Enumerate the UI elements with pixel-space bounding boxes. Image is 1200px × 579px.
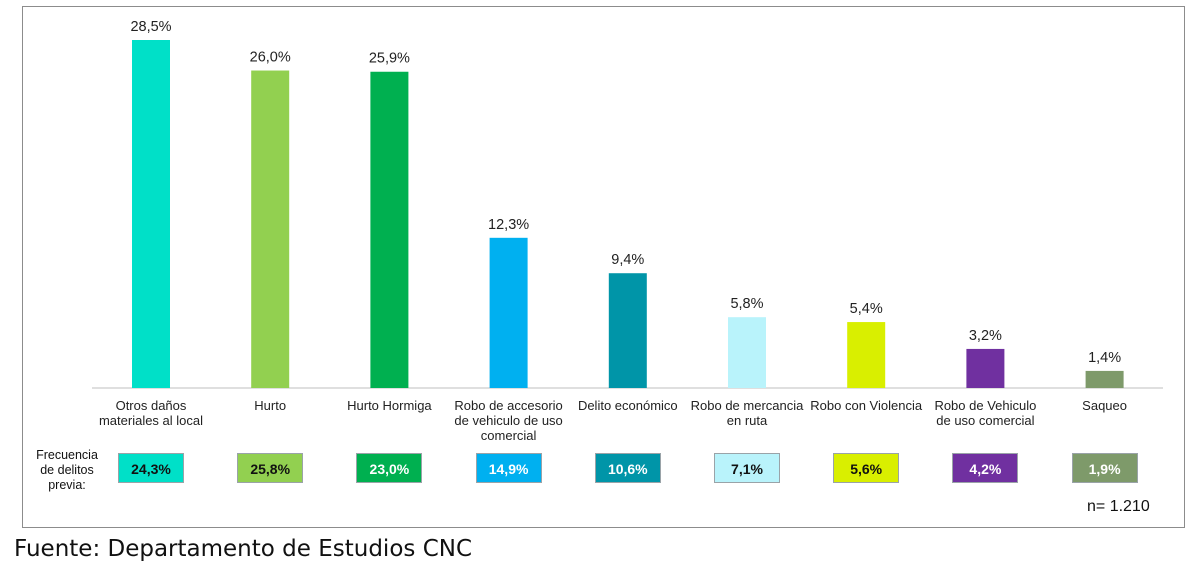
bar [251,70,290,389]
previous-frequency-box: 24,3% [118,453,184,483]
category-label: Robo de Vehiculo de uso comercial [934,398,1036,428]
category-label: Delito económico [578,398,678,413]
previous-frequency-label-line: previa: [48,478,86,492]
previous-frequency-box: 23,0% [356,453,423,483]
data-label: 5,8% [730,296,763,312]
data-label: 28,5% [130,19,171,35]
previous-frequency-box: 1,9% [1071,453,1138,483]
category-label: Hurto Hormiga [347,398,432,413]
bar [728,317,766,388]
previous-frequency-box: 14,9% [475,453,542,483]
sample-size: n= 1.210 [1087,498,1150,515]
previous-frequency-box: 10,6% [594,453,661,483]
category-label: Saqueo [1082,398,1127,413]
bar [1085,370,1124,388]
data-label: 5,4% [850,301,883,317]
bar [847,322,886,388]
previous-frequency-label: Frecuencia de delitos previa: [32,448,102,493]
chart-frame [22,6,1185,528]
bar [370,71,409,388]
previous-frequency-box: 25,8% [237,453,304,483]
previous-frequency-label-line: Frecuencia [36,448,98,462]
data-label: 1,4% [1088,350,1121,366]
data-label: 25,9% [369,51,410,67]
source-note: Fuente: Departamento de Estudios CNC [14,536,473,562]
category-label: Robo con Violencia [810,398,923,413]
data-label: 9,4% [611,252,644,268]
category-label: Robo de accesorio de vehiculo de uso comer… [454,398,562,443]
bar [966,348,1005,388]
category-label: Hurto [254,398,286,413]
data-label: 26,0% [250,50,291,66]
category-label: Robo de mercancia en ruta [691,398,804,428]
previous-frequency-box: 4,2% [952,453,1019,483]
previous-frequency-label-line: de delitos [40,463,94,477]
data-label: 3,2% [969,328,1002,344]
data-label: 12,3% [488,217,529,233]
bar [608,273,647,388]
bar [132,40,170,388]
category-label: Otros daños materiales al local [99,398,203,428]
bar [489,237,528,388]
previous-frequency-box: 5,6% [833,453,900,483]
previous-frequency-box: 7,1% [714,453,780,483]
